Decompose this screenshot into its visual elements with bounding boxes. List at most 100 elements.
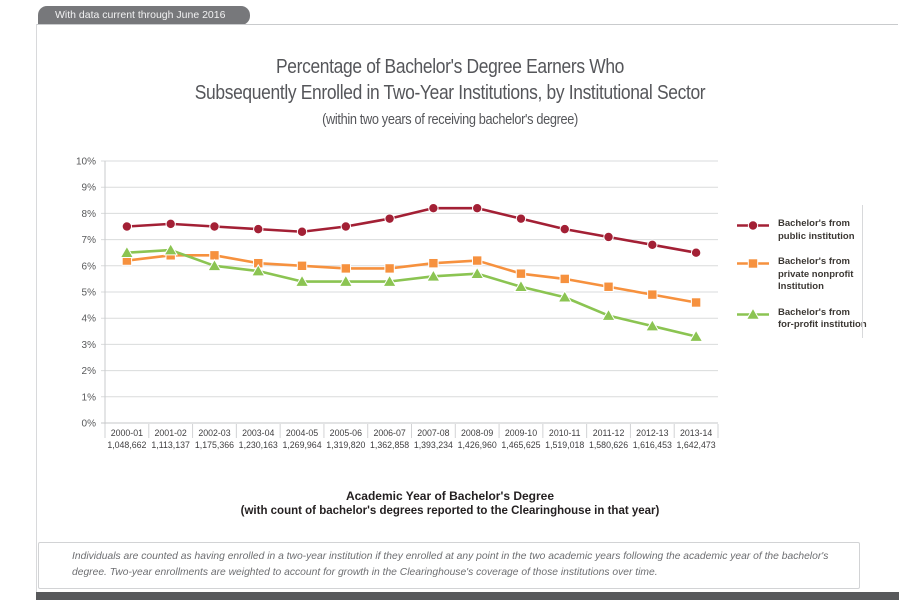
data-point-for-profit	[469, 266, 485, 279]
x-axis-title-line1: Academic Year of Bachelor's Degree	[345, 489, 555, 503]
x-axis-year-label: 2013-14	[680, 428, 712, 438]
left-rule	[36, 24, 37, 592]
data-point-private-nonprofit	[559, 273, 570, 285]
chart-title-line1: Percentage of Bachelor's Degree Earners …	[275, 55, 625, 78]
data-point-for-profit	[645, 318, 660, 332]
data-point-for-profit	[119, 245, 135, 258]
legend-label-line: for-profit institution	[778, 319, 867, 330]
x-axis-year-label: 2009-10	[505, 428, 537, 438]
x-axis-year-label: 2005-06	[330, 428, 362, 438]
legend-label-public: Bachelor's from public institution	[778, 218, 855, 243]
legend-marker-glyph	[745, 307, 761, 320]
y-axis-tick-label: 4%	[82, 314, 97, 325]
x-axis-count-label: 1,362,858	[370, 440, 409, 450]
x-axis-count-label: 1,175,366	[195, 440, 234, 450]
data-point-private-nonprofit	[209, 250, 220, 261]
legend-divider	[862, 205, 863, 338]
data-point-for-profit	[163, 242, 178, 256]
footnote-text: Individuals are counted as having enroll…	[72, 551, 829, 578]
banner-text: With data current through June 2016	[55, 9, 226, 21]
legend-marker-glyph	[747, 258, 759, 269]
y-axis-tick-label: 8%	[82, 209, 97, 220]
y-axis-tick-label: 6%	[82, 261, 97, 272]
data-point-private-nonprofit	[515, 268, 527, 279]
x-axis-year-label: 2002-03	[198, 428, 230, 438]
x-axis-year-label: 2008-09	[461, 428, 493, 438]
data-point-private-nonprofit	[121, 255, 133, 266]
data-point-private-nonprofit	[428, 257, 439, 269]
legend-circle-marker-icon	[737, 220, 769, 231]
footnote-box: Individuals are counted as having enroll…	[38, 542, 860, 589]
data-point-private-nonprofit	[471, 255, 483, 266]
data-point-public	[340, 221, 352, 232]
data-point-private-nonprofit	[384, 263, 395, 274]
data-point-public	[121, 221, 133, 232]
x-axis-year-label: 2004-05	[286, 428, 318, 438]
x-axis-labels: 2000-01 1,048,662 2001-02 1,113,137 2002-03 1…	[104, 424, 719, 450]
series-line-for-profit	[125, 248, 698, 338]
data-point-for-profit	[382, 274, 397, 287]
x-axis-year-label: 2003-04	[242, 428, 274, 438]
y-axis-tick-label: 10%	[76, 157, 96, 168]
data-point-public	[428, 202, 439, 214]
legend-item-public: Bachelor's from public institution	[736, 218, 867, 243]
legend-marker-glyph	[747, 220, 759, 231]
x-axis-count-label: 1,465,625	[501, 440, 540, 450]
data-point-for-profit	[250, 263, 266, 277]
data-point-public	[647, 239, 658, 251]
y-axis-tick-label: 7%	[82, 235, 97, 246]
x-axis-count-label: 1,113,137	[151, 440, 190, 450]
series-markers-for-profit	[119, 242, 704, 342]
data-point-public	[165, 218, 176, 230]
data-point-private-nonprofit	[603, 281, 614, 292]
data-point-public	[209, 221, 220, 232]
x-axis-year-label: 2006-07	[373, 428, 405, 438]
x-axis-count-label: 1,048,662	[107, 440, 146, 450]
series-markers-public	[121, 202, 702, 258]
y-axis-tick-label: 2%	[82, 366, 97, 377]
data-point-for-profit	[557, 290, 573, 303]
data-current-banner: With data current through June 2016	[38, 6, 250, 25]
data-point-public	[690, 247, 702, 258]
legend-square-marker-icon	[737, 258, 769, 269]
x-axis-year-label: 2011-12	[593, 428, 625, 438]
x-axis-year-label: 2000-01	[111, 428, 143, 438]
series-line-private-nonprofit	[125, 254, 698, 304]
data-point-public	[296, 226, 308, 237]
bottom-bar	[36, 592, 899, 600]
data-point-for-profit	[688, 329, 704, 342]
legend-label-for-profit: Bachelor's from for-profit institution	[778, 307, 867, 332]
data-point-public	[384, 213, 395, 224]
x-axis-title: Academic Year of Bachelor's Degree (with…	[100, 489, 800, 518]
data-point-for-profit	[207, 258, 222, 272]
data-point-private-nonprofit	[647, 289, 658, 300]
series-line-public	[125, 206, 698, 254]
x-axis-year-label: 2012-13	[636, 428, 668, 438]
legend-label-line: private nonprofit	[778, 268, 854, 280]
x-axis-title-line2: (with count of bachelor's degrees report…	[240, 505, 660, 517]
data-point-for-profit	[294, 274, 310, 287]
y-axis-tick-label: 9%	[82, 183, 97, 194]
y-axis-tick-label: 3%	[82, 340, 97, 351]
data-point-private-nonprofit	[340, 263, 352, 274]
data-point-for-profit	[601, 308, 616, 321]
legend-label-private-nonprofit: Bachelor's from private nonprofit Institut…	[778, 256, 853, 294]
data-point-public	[559, 223, 570, 235]
x-axis-count-label: 1,269,964	[282, 440, 321, 450]
legend-label-line: Bachelor's from	[778, 218, 850, 229]
legend-item-private-nonprofit: Bachelor's from private nonprofit Institut…	[736, 256, 867, 294]
x-axis-count-label: 1,319,820	[326, 440, 365, 450]
data-point-public	[603, 231, 614, 243]
x-axis-year-label: 2001-02	[155, 428, 187, 438]
x-axis-count-label: 1,580,626	[589, 440, 628, 450]
y-axis-tick-label: 1%	[82, 392, 97, 403]
chart-title-line2: Subsequently Enrolled in Two-Year Instit…	[194, 81, 706, 104]
x-axis-count-label: 1,642,473	[677, 440, 716, 450]
legend-item-for-profit: Bachelor's from for-profit institution	[736, 307, 867, 332]
data-point-for-profit	[513, 279, 529, 293]
data-point-private-nonprofit	[296, 260, 308, 272]
data-point-private-nonprofit	[165, 250, 176, 261]
x-axis-count-label: 1,519,018	[545, 440, 584, 450]
y-axis-tick-label: 5%	[82, 288, 97, 299]
